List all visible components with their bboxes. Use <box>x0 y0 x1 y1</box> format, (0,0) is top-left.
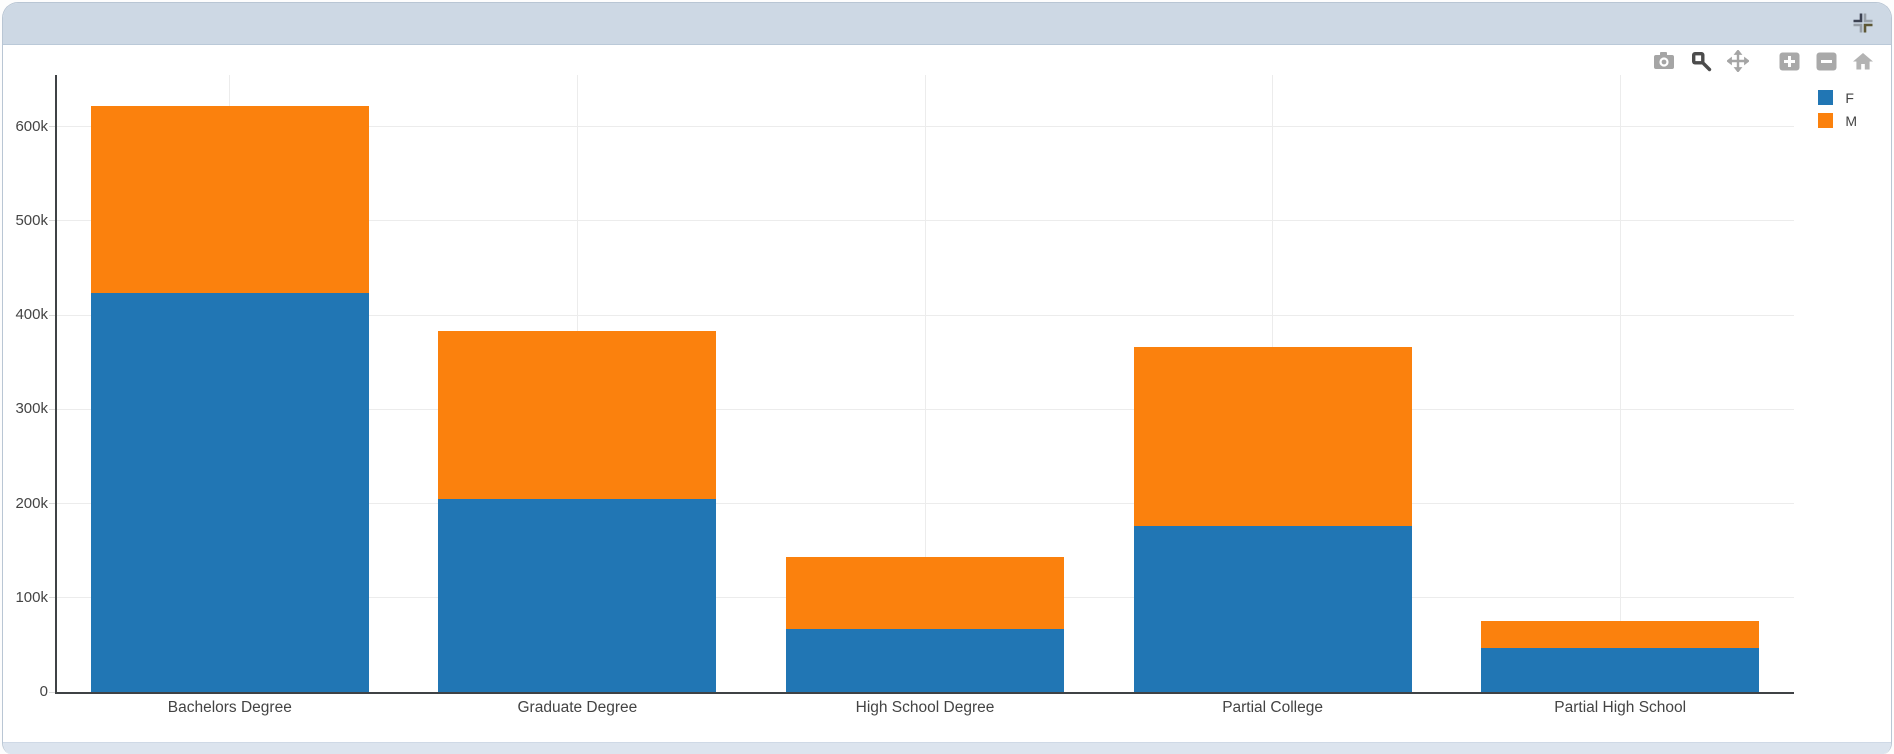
panel-footerbar <box>3 742 1891 754</box>
x-axis-line <box>55 692 1794 694</box>
y-axis-line <box>55 75 57 694</box>
zoom-out-icon <box>1816 52 1836 70</box>
y-tickmark <box>49 597 55 599</box>
download-plot-button[interactable] <box>1652 50 1676 72</box>
y-axis-tick-label: 0 <box>39 683 48 700</box>
legend-swatch-icon <box>1818 113 1834 128</box>
x-axis-tick-label: Bachelors Degree <box>167 699 292 716</box>
x-axis-tick-label: High School Degree <box>855 699 995 716</box>
x-axis-tick-label: Partial High School <box>1554 699 1687 716</box>
y-axis-tick-label: 100k <box>15 588 48 606</box>
panel-titlebar <box>3 3 1891 45</box>
y-axis-tick-label: 500k <box>15 211 48 229</box>
bar-segment-M-Partial High School[interactable] <box>1481 621 1760 648</box>
legend-item-M[interactable]: M <box>1818 109 1857 132</box>
zoom-in-icon <box>1779 52 1799 70</box>
x-gridline <box>924 75 926 692</box>
bar-segment-F-Partial High School[interactable] <box>1481 647 1760 692</box>
y-tickmark <box>49 220 55 222</box>
zoom-icon <box>1692 52 1712 72</box>
x-axis-tick-label: Graduate Degree <box>517 699 638 716</box>
x-gridline <box>1619 75 1621 692</box>
y-axis-tick-label: 300k <box>15 400 48 418</box>
y-tickmark <box>49 314 55 316</box>
y-tickmark <box>49 691 55 693</box>
plotly-modebar <box>1639 50 1875 72</box>
y-tickmark <box>49 126 55 127</box>
y-axis-tick-label: 400k <box>15 306 48 323</box>
bar-segment-F-High School Degree[interactable] <box>785 628 1065 692</box>
y-axis-tick-label: 600k <box>15 117 48 135</box>
pan-icon <box>1727 50 1749 72</box>
bar-segment-M-Partial College[interactable] <box>1133 347 1412 527</box>
home-icon <box>1853 53 1873 70</box>
y-axis-tick-label: 200k <box>15 494 48 512</box>
legend-label: F <box>1845 89 1854 106</box>
zoom-out-button[interactable] <box>1814 50 1838 72</box>
zoom-mode-button[interactable] <box>1689 50 1713 72</box>
bar-segment-F-Graduate Degree[interactable] <box>438 498 717 692</box>
camera-icon <box>1654 52 1674 69</box>
bar-segment-M-Graduate Degree[interactable] <box>438 331 717 499</box>
bar-segment-F-Bachelors Degree[interactable] <box>90 293 369 692</box>
pan-mode-button[interactable] <box>1726 50 1750 72</box>
reset-axes-button[interactable] <box>1851 50 1875 72</box>
collapse-arrows-icon <box>1853 13 1873 33</box>
legend-item-F[interactable]: F <box>1818 86 1857 109</box>
y-tickmark <box>49 503 55 504</box>
y-tickmark <box>49 408 55 410</box>
bar-segment-M-Bachelors Degree[interactable] <box>90 105 369 294</box>
collapse-panel-button[interactable] <box>1849 9 1877 37</box>
legend-swatch-icon <box>1818 90 1834 105</box>
zoom-in-button[interactable] <box>1777 50 1801 72</box>
legend-label: M <box>1845 112 1857 129</box>
bar-segment-F-Partial College[interactable] <box>1133 526 1412 692</box>
x-axis-tick-label: Partial College <box>1222 699 1323 716</box>
bar-segment-M-High School Degree[interactable] <box>785 557 1065 629</box>
